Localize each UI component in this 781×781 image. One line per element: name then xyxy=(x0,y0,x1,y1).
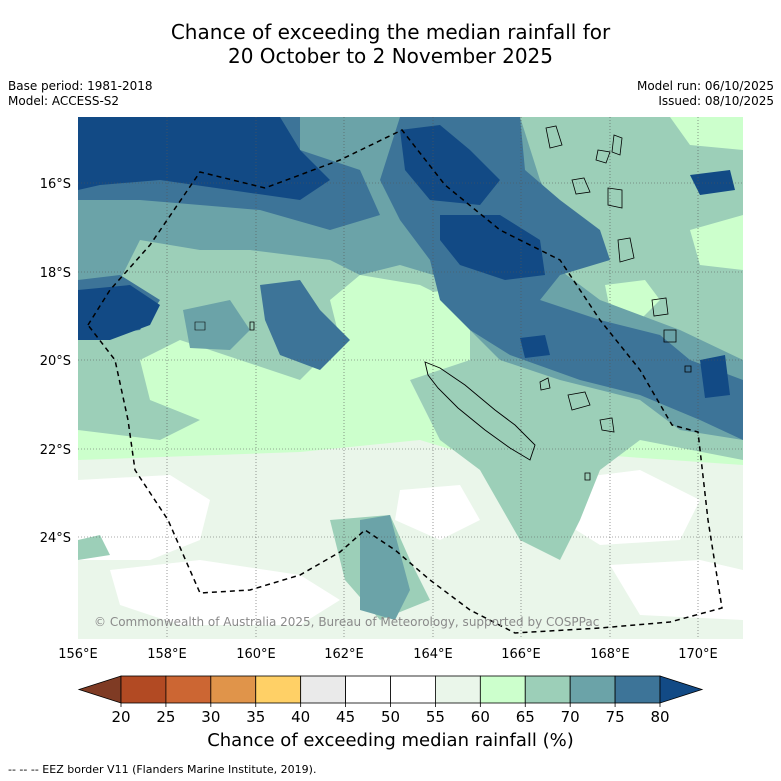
vanuatu-islands xyxy=(545,125,692,373)
band-60-65-patch-6 xyxy=(670,117,743,150)
lon-labels: 156°E 158°E 160°E 162°E 164°E 166°E 168°… xyxy=(58,647,718,662)
band-60-65-patch-2 xyxy=(333,385,368,410)
isle-of-pines xyxy=(584,472,591,481)
colorbar-segment xyxy=(390,675,436,704)
colorbar-segment xyxy=(479,675,526,704)
colorbar-tick-label: 75 xyxy=(606,708,625,726)
meta-right: Model run: 06/10/2025 Issued: 08/10/2025 xyxy=(637,79,774,109)
colorbar-tick-label: 65 xyxy=(516,708,535,726)
band-80-plus-central xyxy=(440,215,545,280)
colorbar-segment xyxy=(569,675,616,704)
model-name: Model: ACCESS-S2 xyxy=(8,94,120,108)
band-75-80-central xyxy=(260,280,350,370)
colorbar-segment xyxy=(300,675,346,704)
band-45-55-central xyxy=(395,485,480,540)
band-45-55-southwest xyxy=(110,560,340,625)
colorbar-tick-label: 25 xyxy=(156,708,175,726)
model-run: Model run: 06/10/2025 xyxy=(636,79,774,93)
band-80-plus-east xyxy=(700,355,730,398)
colorbar-tick-label: 30 xyxy=(201,708,220,726)
colorbar-segment xyxy=(255,675,302,704)
bellona-reef xyxy=(194,321,206,331)
band-70-75-south xyxy=(360,515,410,620)
title-line-2: 20 October to 2 November 2025 xyxy=(227,44,554,68)
eez-border xyxy=(87,129,723,634)
colorbar-label: Chance of exceeding median rainfall (%) xyxy=(207,730,574,751)
band-80-plus-vanuatu xyxy=(690,170,735,195)
colorbar-tick-label: 80 xyxy=(650,708,669,726)
lat-label: 22°S xyxy=(40,443,71,458)
meta-left: Base period: 1981-2018 Model: ACCESS-S2 xyxy=(8,79,153,109)
band-80-plus-north-central xyxy=(400,125,500,205)
colorbar-tick-label: 35 xyxy=(246,708,265,726)
colorbar: 20 25 30 35 40 45 50 55 60 65 70 75 80 xyxy=(77,675,704,726)
band-80-plus-west xyxy=(78,285,160,340)
copyright-text: © Commonwealth of Australia 2025, Bureau… xyxy=(94,615,599,629)
colorbar-tick-label: 45 xyxy=(336,708,355,726)
band-80-plus-northwest xyxy=(78,117,330,200)
colorbar-tick-label: 20 xyxy=(111,708,130,726)
lon-label: 162°E xyxy=(324,647,364,662)
lat-label: 20°S xyxy=(40,354,71,369)
band-45-55-east xyxy=(560,470,700,545)
band-60-65-patch-5 xyxy=(690,215,743,270)
lon-label: 166°E xyxy=(501,647,541,662)
colorbar-segment xyxy=(120,675,167,704)
colorbar-extend-low xyxy=(77,675,122,704)
lat-label: 24°S xyxy=(40,531,71,546)
colorbar-tick-label: 40 xyxy=(291,708,310,726)
base-period: Base period: 1981-2018 xyxy=(8,79,153,93)
lon-label: 158°E xyxy=(147,647,187,662)
issued-date: Issued: 08/10/2025 xyxy=(658,94,774,108)
band-70-75-small-west xyxy=(183,300,250,350)
band-65-70-west-edge xyxy=(78,535,110,560)
lon-label: 170°E xyxy=(678,647,718,662)
loyalty-island-1 xyxy=(539,377,551,391)
colorbar-segment xyxy=(524,675,571,704)
band-45-55-southeast xyxy=(610,560,743,620)
new-caledonia-coastline xyxy=(424,361,536,461)
band-60-65-patch-1 xyxy=(230,370,270,398)
lon-label: 156°E xyxy=(58,647,98,662)
map-gridlines xyxy=(78,117,743,639)
loyalty-island-3 xyxy=(599,417,615,433)
lat-labels: 16°S 18°S 20°S 22°S 24°S xyxy=(40,177,71,546)
colorbar-segment xyxy=(210,675,257,704)
colorbar-segment xyxy=(435,675,481,704)
chesterfield-islands xyxy=(249,321,255,331)
colorbar-tick-label: 60 xyxy=(471,708,490,726)
lon-label: 164°E xyxy=(413,647,453,662)
colorbar-segment xyxy=(345,675,391,704)
colorbar-extend-high xyxy=(659,675,704,704)
band-80-plus-small xyxy=(520,335,550,358)
eez-legend-footer: -- -- -- EEZ border V11 (Flanders Marine… xyxy=(8,763,317,776)
loyalty-island-2 xyxy=(567,391,591,411)
rainfall-map xyxy=(78,117,743,639)
lon-label: 168°E xyxy=(590,647,630,662)
lon-label: 160°E xyxy=(236,647,276,662)
colorbar-segment xyxy=(165,675,212,704)
colorbar-tick-label: 50 xyxy=(381,708,400,726)
colorbar-tick-label: 55 xyxy=(426,708,445,726)
lat-label: 18°S xyxy=(40,266,71,281)
lat-label: 16°S xyxy=(40,177,71,192)
colorbar-tick-label: 70 xyxy=(561,708,580,726)
colorbar-segment xyxy=(614,675,661,704)
title-line-1: Chance of exceeding the median rainfall … xyxy=(170,20,611,44)
